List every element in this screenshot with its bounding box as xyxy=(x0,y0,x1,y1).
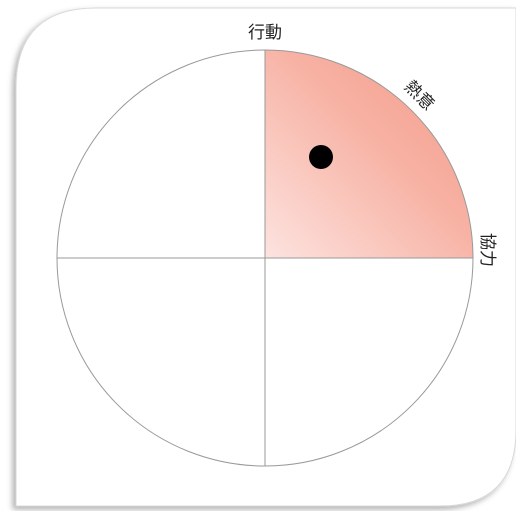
top-label: 行動 xyxy=(248,23,282,43)
right-label: 協力 xyxy=(477,233,497,267)
position-dot xyxy=(309,145,333,169)
highlighted-quadrant xyxy=(265,50,473,258)
